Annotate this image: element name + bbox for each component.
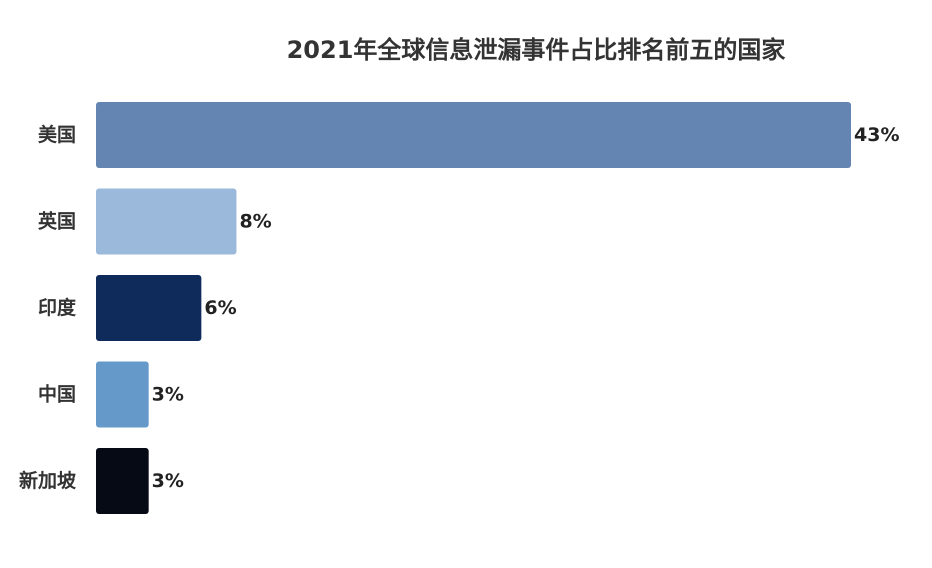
- bar-5: [96, 448, 149, 514]
- value-label-4: 3%: [152, 384, 184, 406]
- category-label-2: 英国: [38, 210, 76, 233]
- category-label-5: 新加坡: [19, 469, 77, 492]
- category-label-4: 中国: [38, 383, 76, 406]
- bar-2: [96, 188, 237, 255]
- bar-3: [96, 275, 202, 341]
- bar-1: [96, 102, 851, 168]
- value-label-1: 43%: [854, 124, 899, 146]
- value-label-2: 8%: [239, 211, 271, 233]
- bar-4: [96, 361, 149, 428]
- category-label-3: 印度: [38, 296, 77, 319]
- category-label-1: 美国: [38, 123, 76, 146]
- value-label-5: 3%: [152, 470, 184, 492]
- bars-group: [96, 102, 851, 514]
- value-label-3: 6%: [204, 297, 236, 319]
- value-labels-group: 43% 8% 6% 3% 3%: [152, 124, 900, 492]
- chart-title: 2021年全球信息泄漏事件占比排名前五的国家: [286, 36, 786, 64]
